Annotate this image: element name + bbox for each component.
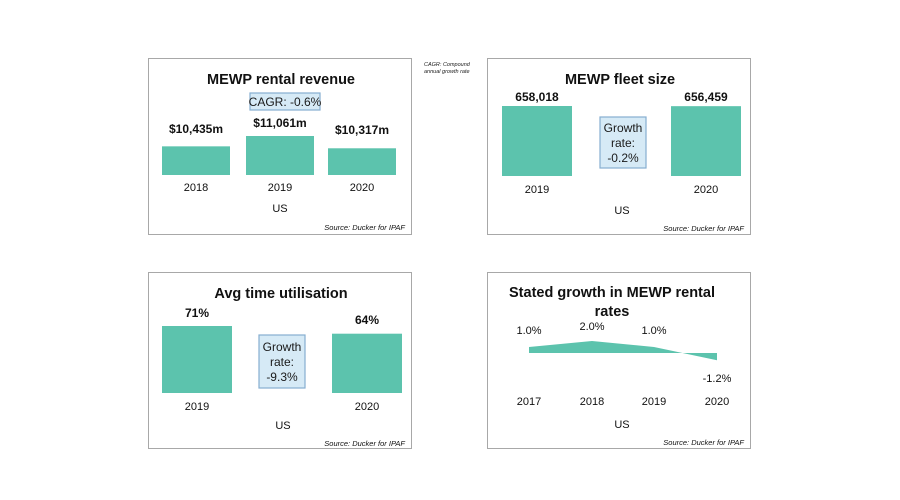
- growth-rate-callout-box: [258, 334, 306, 389]
- bar-2019: [502, 106, 572, 176]
- cagr-footnote-line1: CAGR: Compound: [424, 62, 470, 68]
- bar-label-2019: 658,018: [515, 90, 559, 104]
- fleet-size-title: MEWP fleet size: [565, 72, 675, 88]
- x-tick-2019: 2019: [185, 401, 209, 413]
- fleet-size-chart: MEWP fleet size 658,018 656,459 Growth r…: [502, 72, 744, 233]
- bar-label-2018: $10,435m: [169, 122, 223, 136]
- x-axis-label: US: [272, 203, 287, 215]
- source-note: Source: Ducker for IPAF: [324, 223, 405, 232]
- growth-rate-callout-box: [599, 116, 647, 169]
- point-label-2020: -1.2%: [703, 373, 732, 385]
- x-tick-2018: 2018: [184, 182, 208, 194]
- time-utilisation-panel: Avg time utilisation 71% 64% Growth rate…: [148, 272, 412, 449]
- growth-rate-line1: Growth: [604, 121, 643, 135]
- source-note: Source: Ducker for IPAF: [663, 438, 744, 447]
- x-tick-2017: 2017: [517, 396, 541, 408]
- rental-revenue-title: MEWP rental revenue: [207, 72, 355, 88]
- bar-label-2020: $10,317m: [335, 123, 389, 137]
- x-tick-2019: 2019: [642, 396, 666, 408]
- point-label-2019: 1.0%: [641, 325, 666, 337]
- point-label-2018: 2.0%: [579, 321, 604, 333]
- bar-2020: [671, 106, 741, 176]
- x-tick-2018: 2018: [580, 396, 604, 408]
- rental-rate-growth-panel: Stated growth in MEWP rental rates 1.0% …: [487, 272, 751, 449]
- bar-2019: [246, 136, 314, 175]
- growth-area: [529, 341, 717, 361]
- bar-label-2019: 71%: [185, 306, 209, 320]
- growth-rate-line2: rate:: [611, 136, 635, 150]
- bar-label-2019: $11,061m: [253, 116, 306, 130]
- x-axis-label: US: [275, 420, 290, 432]
- bar-label-2020: 656,459: [684, 90, 728, 104]
- growth-rate-callout: Growth rate: -9.3%: [258, 334, 306, 389]
- bar-2020: [328, 148, 396, 175]
- rental-rate-growth-title-line1: Stated growth in MEWP rental: [509, 285, 715, 301]
- x-axis-label: US: [614, 419, 629, 431]
- source-note: Source: Ducker for IPAF: [324, 439, 405, 448]
- growth-rate-line2: rate:: [270, 355, 294, 369]
- x-tick-2019: 2019: [268, 182, 292, 194]
- fleet-size-panel: MEWP fleet size 658,018 656,459 Growth r…: [487, 58, 751, 235]
- bar-label-2020: 64%: [355, 313, 379, 327]
- cagr-callout-text: CAGR: -0.6%: [249, 95, 322, 109]
- cagr-footnote-line2: annual growth rate: [424, 69, 470, 75]
- growth-rate-line3: -9.3%: [266, 370, 298, 384]
- bar-2018: [162, 146, 230, 175]
- rental-revenue-chart: MEWP rental revenue CAGR: -0.6% $10,435m…: [162, 72, 405, 232]
- cagr-callout: CAGR: -0.6%: [249, 92, 322, 111]
- x-tick-2019: 2019: [525, 184, 549, 196]
- point-label-2017: 1.0%: [516, 325, 541, 337]
- time-utilisation-chart: Avg time utilisation 71% 64% Growth rate…: [162, 286, 405, 448]
- cagr-footnote: CAGR: Compound annual growth rate: [424, 62, 494, 76]
- rental-rate-growth-title-line2: rates: [595, 304, 630, 320]
- x-axis-label: US: [614, 205, 629, 217]
- cagr-callout-box: [249, 92, 321, 111]
- rental-rate-growth-chart: Stated growth in MEWP rental rates 1.0% …: [509, 285, 744, 447]
- x-tick-2020: 2020: [350, 182, 374, 194]
- source-note: Source: Ducker for IPAF: [663, 224, 744, 233]
- x-tick-2020: 2020: [355, 401, 379, 413]
- bar-2019: [162, 326, 232, 393]
- x-tick-2020: 2020: [694, 184, 718, 196]
- time-utilisation-title: Avg time utilisation: [214, 286, 347, 302]
- growth-rate-line3: -0.2%: [607, 151, 639, 165]
- growth-rate-line1: Growth: [263, 340, 302, 354]
- x-tick-2020: 2020: [705, 396, 729, 408]
- bar-2020: [332, 333, 402, 393]
- rental-revenue-panel: MEWP rental revenue CAGR: -0.6% $10,435m…: [148, 58, 412, 235]
- growth-rate-callout: Growth rate: -0.2%: [599, 116, 647, 169]
